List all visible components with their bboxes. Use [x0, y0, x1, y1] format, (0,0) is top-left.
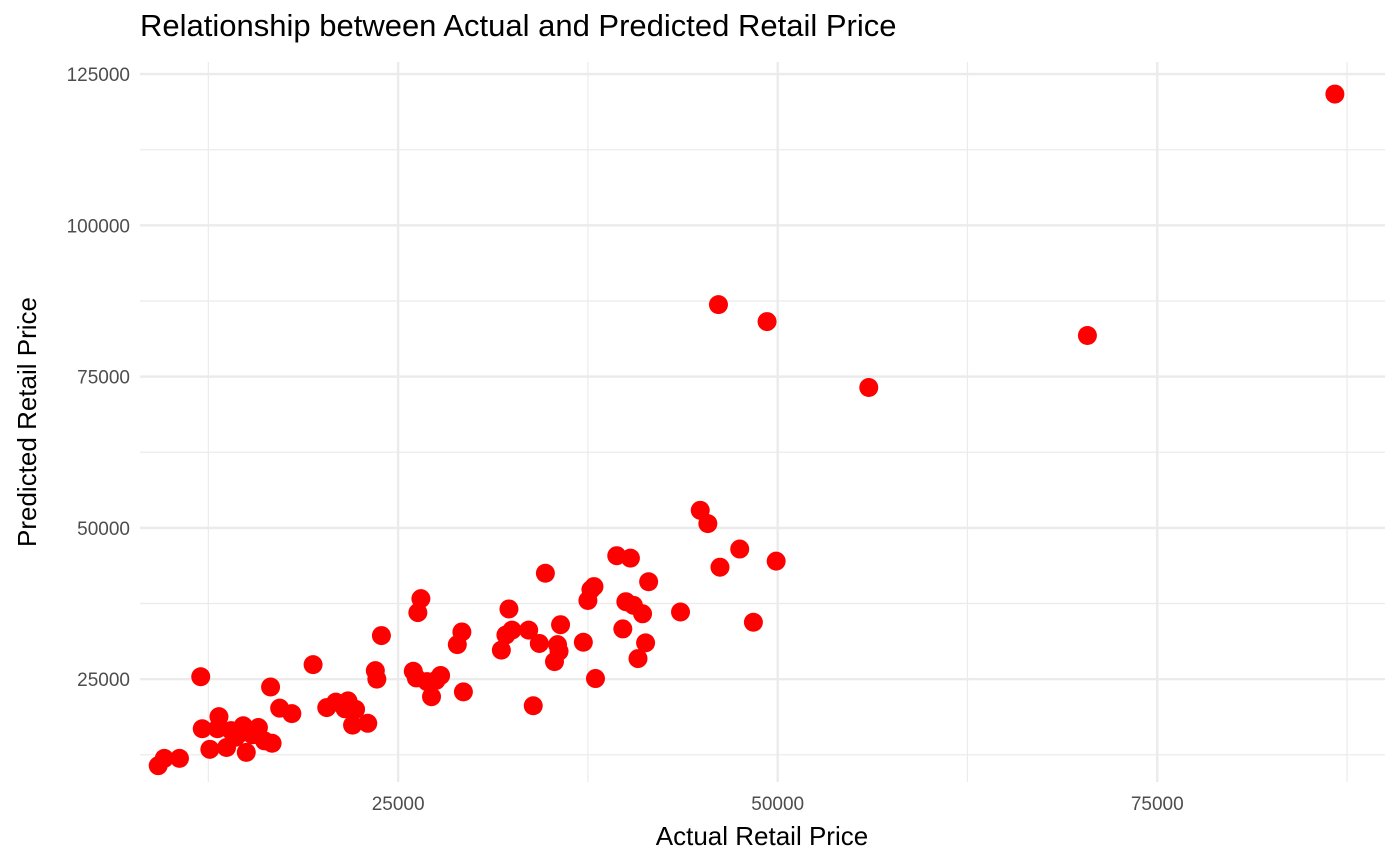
data-point — [549, 641, 569, 661]
data-point — [620, 548, 640, 568]
data-points — [148, 84, 1345, 776]
data-point — [371, 626, 391, 646]
data-point — [523, 696, 543, 716]
y-axis-title: Predicted Retail Price — [12, 297, 42, 547]
chart-title: Relationship between Actual and Predicte… — [140, 8, 897, 43]
data-point — [303, 655, 323, 675]
data-point — [636, 633, 656, 653]
data-point — [236, 742, 256, 762]
data-point — [519, 620, 539, 640]
data-point — [499, 599, 519, 619]
data-point — [698, 514, 718, 534]
data-point — [730, 539, 750, 559]
x-tick-label: 75000 — [1131, 794, 1184, 815]
data-point — [628, 649, 648, 669]
data-point — [1325, 84, 1345, 104]
data-point — [613, 619, 633, 639]
data-point — [346, 699, 366, 719]
data-point — [262, 733, 282, 753]
data-point — [766, 551, 786, 571]
data-point — [1077, 325, 1097, 345]
y-tick-label: 50000 — [77, 519, 130, 540]
data-point — [358, 713, 378, 733]
data-point — [422, 687, 442, 707]
data-point — [191, 667, 211, 687]
data-point — [411, 589, 431, 609]
data-point — [502, 620, 522, 640]
data-point — [192, 719, 212, 739]
tick-labels: 25000 50000 75000 100000 125000 25000 50000 750… — [67, 65, 1184, 815]
data-point — [169, 748, 189, 768]
data-point — [200, 739, 220, 759]
data-point — [859, 378, 879, 398]
data-point — [633, 604, 653, 624]
data-point — [585, 669, 605, 689]
y-tick-label: 100000 — [67, 216, 130, 237]
data-point — [282, 704, 302, 724]
y-tick-label: 25000 — [77, 670, 130, 691]
y-tick-label: 75000 — [77, 368, 130, 389]
data-point — [535, 563, 555, 583]
data-point — [743, 612, 763, 632]
data-point — [453, 682, 473, 702]
data-point — [529, 633, 549, 653]
x-axis-title: Actual Retail Price — [656, 821, 868, 851]
data-point — [367, 669, 387, 689]
data-point — [551, 615, 571, 635]
x-tick-label: 25000 — [372, 794, 425, 815]
data-point — [491, 640, 511, 660]
data-point — [209, 707, 229, 727]
data-point — [431, 666, 451, 686]
y-tick-label: 125000 — [67, 65, 130, 86]
data-point — [343, 715, 363, 735]
x-tick-label: 50000 — [751, 794, 804, 815]
data-point — [708, 295, 728, 315]
data-point — [671, 602, 691, 622]
data-point — [154, 748, 174, 768]
data-point — [452, 622, 472, 642]
data-point — [584, 577, 604, 597]
data-point — [261, 677, 281, 697]
data-point — [710, 557, 730, 577]
data-point — [573, 632, 593, 652]
data-point — [757, 312, 777, 332]
data-point — [639, 572, 659, 592]
grid-layer — [140, 62, 1385, 782]
